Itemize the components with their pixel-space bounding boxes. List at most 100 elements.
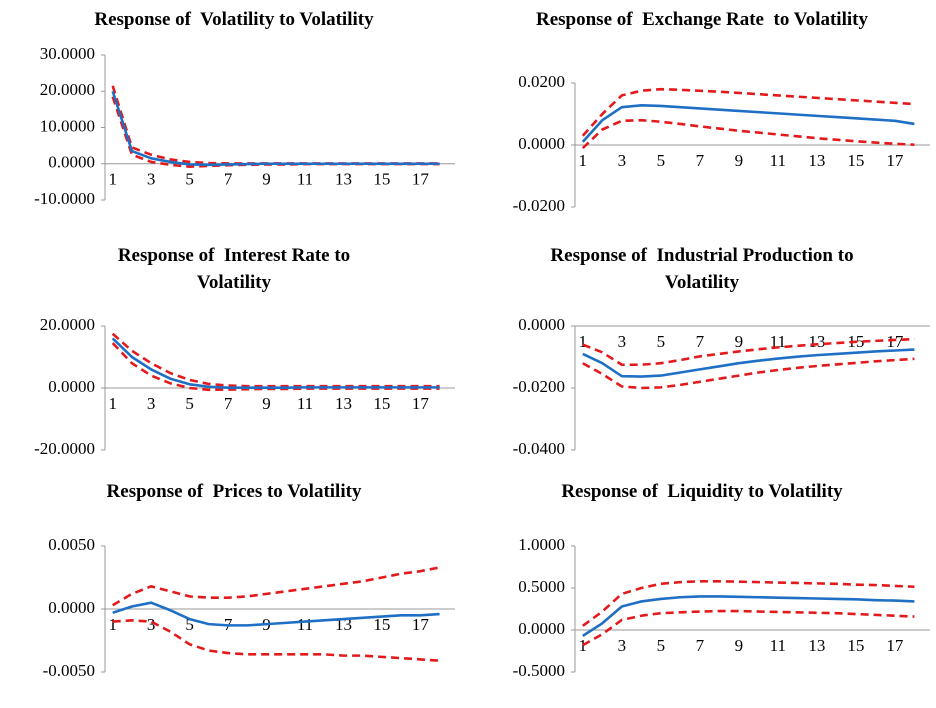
chart-title: Response of Interest Rate to Volatility [117,245,355,293]
chart-title: Response of Liquidity to Volatility [561,481,843,502]
x-tick-label: 1 [579,636,588,655]
chart-title: Response of Exchange Rate to Volatility [536,9,868,30]
x-tick-label: 15 [847,151,864,170]
series-line [582,337,915,367]
y-tick-label: -0.0200 [513,196,565,215]
x-tick-label: 3 [618,636,627,655]
y-tick-label: 0.0000 [48,377,95,396]
series-line [582,595,915,637]
chart-panel: -0.0200 0.0000 0.0200 1 3 5 7 9 11 13 15 17 Response… [468,0,936,236]
x-tick-label: 1 [108,615,117,634]
x-tick-label: 17 [412,615,430,634]
series-line [111,85,440,165]
y-tick-label: -0.0200 [513,377,565,396]
chart-title: Response of Volatility to Volatility [94,9,374,30]
y-tick-label: 30.0000 [40,44,95,63]
x-tick-label: 3 [618,151,627,170]
series-line [581,87,915,137]
x-tick-label: 11 [297,394,313,413]
x-tick-label: 15 [847,636,864,655]
series-line [112,619,440,662]
x-tick-label: 15 [373,615,390,634]
x-tick-label: 11 [297,170,313,189]
x-tick-label: 13 [335,170,352,189]
x-tick-label: 5 [657,332,666,351]
x-tick-label: 13 [808,332,825,351]
chart-title: Response of Industrial Production to Vol… [550,245,858,293]
x-tick-label: 5 [657,151,666,170]
y-tick-label: -0.0400 [513,439,565,458]
chart-panel: -10.0000 0.0000 10.0000 20.0000 30.0000 1 3 5 7 9… [0,0,468,236]
y-tick-label: 0.0000 [518,619,565,638]
x-tick-label: 1 [579,332,588,351]
x-tick-label: 7 [696,332,705,351]
x-tick-label: 17 [886,636,904,655]
x-tick-label: 15 [373,170,390,189]
x-tick-label: 7 [696,636,705,655]
y-tick-label: -20.0000 [34,439,95,458]
chart-title: Response of Prices to Volatility [106,481,362,502]
series-line [581,104,915,143]
x-tick-label: 7 [224,170,233,189]
x-tick-label: 5 [657,636,666,655]
y-tick-label: -0.5000 [513,661,565,680]
x-tick-label: 3 [618,332,627,351]
series-line [111,337,440,389]
y-tick-label: 20.0000 [40,80,95,99]
series-line [581,118,915,150]
x-tick-label: 17 [886,332,904,351]
x-tick-label: 13 [808,636,825,655]
x-tick-label: 5 [185,170,194,189]
y-tick-label: 0.0000 [518,315,565,334]
x-tick-label: 11 [770,151,786,170]
x-tick-label: 17 [886,151,904,170]
y-tick-label: 0.0000 [518,134,565,153]
chart-panel: -20.0000 0.0000 20.0000 1 3 5 7 9 11 13 15 17 Respon… [0,236,468,472]
series-line [111,342,440,392]
x-tick-label: 9 [735,332,744,351]
series-line [582,357,915,390]
y-tick-label: 0.0000 [48,153,95,172]
x-tick-label: 1 [579,151,588,170]
x-tick-label: 9 [735,636,744,655]
x-tick-label: 13 [335,394,352,413]
x-tick-label: 3 [147,615,156,634]
x-tick-label: 15 [373,394,390,413]
chart-panel: -0.0400 -0.0200 0.0000 1 3 5 7 9 11 13 15 17 Respons… [468,236,936,472]
y-tick-label: -0.0050 [43,661,95,680]
x-tick-label: 11 [297,615,313,634]
x-tick-label: 13 [808,151,825,170]
series-line [582,609,915,647]
chart-panel: -0.0050 0.0000 0.0050 1 3 5 7 9 11 13 15 17 Response… [0,472,468,708]
x-tick-label: 9 [262,170,271,189]
x-tick-label: 7 [224,394,233,413]
series-line [111,90,440,167]
y-tick-label: 0.0200 [518,72,565,91]
x-tick-label: 11 [770,636,786,655]
x-tick-label: 5 [185,615,194,634]
x-tick-label: 3 [147,394,156,413]
x-tick-label: 9 [262,394,271,413]
x-tick-label: 17 [412,394,430,413]
x-tick-label: 1 [108,170,117,189]
x-tick-label: 9 [735,151,744,170]
y-tick-label: 20.0000 [40,315,95,334]
y-tick-label: 0.0050 [48,535,95,554]
series-line [111,332,440,388]
x-tick-label: 17 [412,170,430,189]
y-tick-label: 1.0000 [518,535,565,554]
series-line [112,566,440,607]
y-tick-label: -10.0000 [34,189,95,208]
series-line [112,601,440,627]
series-line [582,348,915,378]
chart-panel: -0.5000 0.0000 0.5000 1.0000 1 3 5 7 9 11 13 15 17 Re… [468,472,936,708]
x-tick-label: 1 [108,394,117,413]
y-tick-label: 0.5000 [518,577,565,596]
